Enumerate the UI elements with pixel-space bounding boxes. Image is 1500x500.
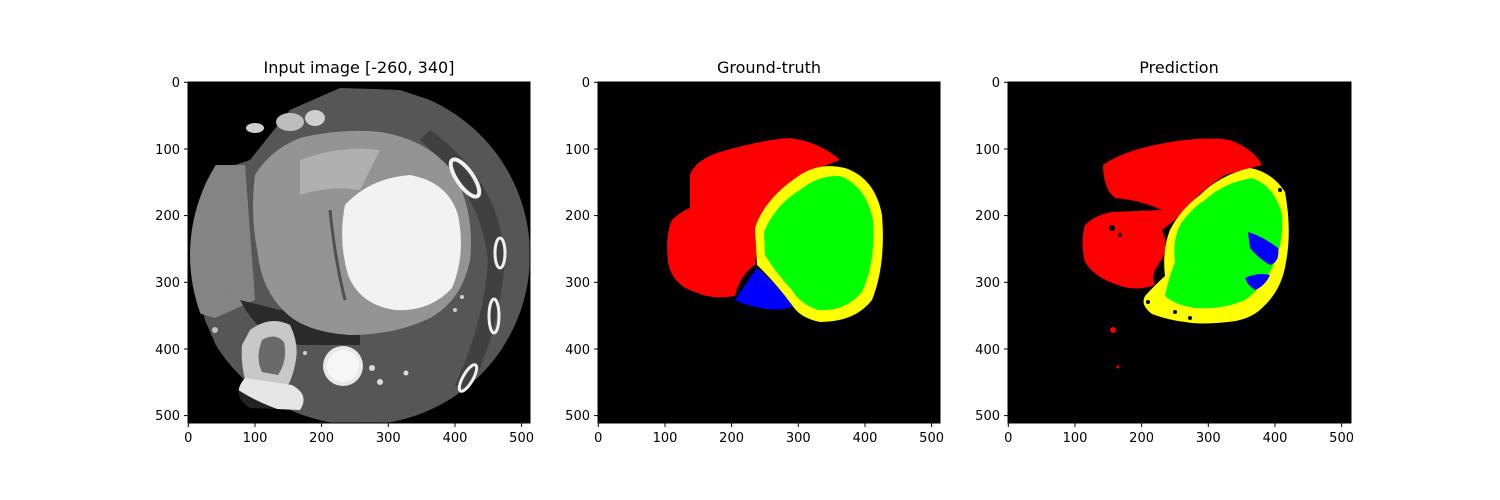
x-axis: 0 100 200 300 400 500 (184, 423, 534, 446)
mask-region-red (667, 138, 840, 298)
x-axis: 0 100 200 300 400 500 (594, 423, 944, 446)
y-tick-label: 100 (975, 143, 1000, 158)
x-tick-label: 100 (243, 431, 268, 446)
x-tick-label: 200 (1129, 431, 1154, 446)
x-tick-label: 0 (184, 431, 192, 446)
x-tick-label: 400 (443, 431, 468, 446)
y-axis: 0 100 200 300 400 500 (565, 76, 598, 424)
panel-title: Prediction (1139, 58, 1218, 77)
ct-image (188, 82, 530, 423)
y-tick-label: 300 (155, 276, 180, 291)
x-tick-label: 0 (1004, 431, 1012, 446)
x-tick-label: 500 (509, 431, 534, 446)
mask-region-green (764, 175, 874, 311)
axes-frame (1007, 81, 1352, 424)
y-tick-label: 200 (975, 209, 1000, 224)
x-axis: 0 100 200 300 400 500 (1004, 423, 1354, 446)
panel-ground-truth: Ground-truth 0 100 200 300 400 500 (565, 58, 944, 446)
mask-region-blue (1245, 274, 1270, 290)
y-tick-label: 300 (975, 276, 1000, 291)
x-tick-label: 0 (594, 431, 602, 446)
x-tick-label: 500 (919, 431, 944, 446)
x-tick-label: 200 (719, 431, 744, 446)
y-tick-label: 200 (155, 209, 180, 224)
y-tick-label: 500 (565, 409, 590, 424)
left-ventricle (342, 175, 461, 311)
x-tick-label: 300 (1196, 431, 1221, 446)
x-tick-label: 500 (1329, 431, 1354, 446)
x-tick-label: 200 (309, 431, 334, 446)
y-axis: 0 100 200 300 400 500 (155, 76, 188, 424)
panel-title: Ground-truth (717, 58, 821, 77)
axes-frame (187, 81, 531, 424)
x-tick-label: 300 (786, 431, 811, 446)
y-tick-label: 400 (975, 343, 1000, 358)
x-tick-label: 300 (376, 431, 401, 446)
mask-region-blue (735, 268, 795, 310)
y-tick-label: 500 (155, 409, 180, 424)
x-tick-label: 400 (1263, 431, 1288, 446)
mask-region-blue (1248, 232, 1279, 265)
segmentation-mask (598, 82, 940, 423)
y-tick-label: 100 (155, 143, 180, 158)
y-tick-label: 0 (992, 76, 1000, 91)
mask-region-red (1082, 138, 1262, 289)
x-tick-label: 100 (653, 431, 678, 446)
axes-frame (597, 81, 941, 424)
panel-prediction: Prediction (975, 58, 1354, 446)
panel-input: Input image [-260, 340] (155, 58, 534, 446)
y-tick-label: 200 (565, 209, 590, 224)
y-tick-label: 0 (172, 76, 180, 91)
y-tick-label: 0 (582, 76, 590, 91)
x-tick-label: 400 (853, 431, 878, 446)
y-tick-label: 400 (155, 343, 180, 358)
panel-title: Input image [-260, 340] (264, 58, 455, 77)
segmentation-mask (1008, 82, 1351, 423)
y-tick-label: 500 (975, 409, 1000, 424)
x-tick-label: 100 (1063, 431, 1088, 446)
y-tick-label: 300 (565, 276, 590, 291)
y-tick-label: 100 (565, 143, 590, 158)
y-axis: 0 100 200 300 400 500 (975, 76, 1008, 424)
y-tick-label: 400 (565, 343, 590, 358)
